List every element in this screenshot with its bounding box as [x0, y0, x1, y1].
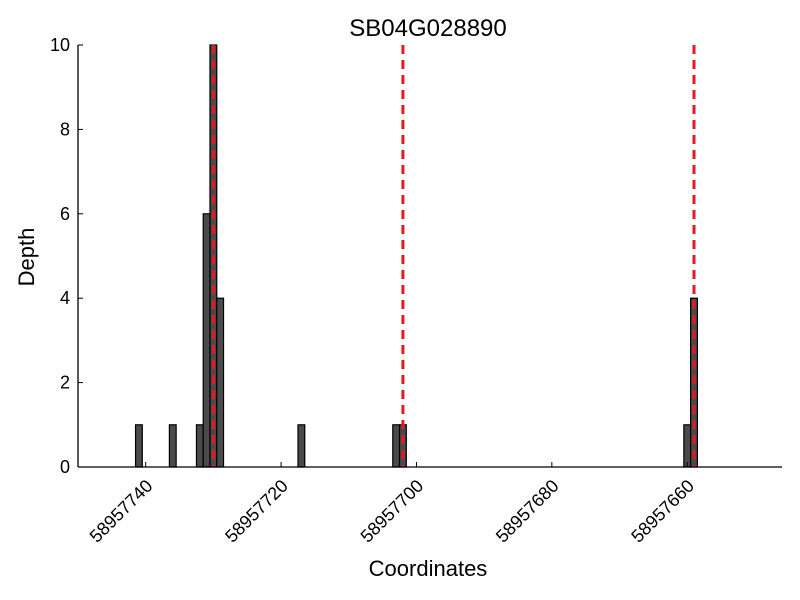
- y-tick-label: 10: [50, 35, 70, 55]
- ticks: 0 2 4 6 8 10 58957740 58957720 58957700 58957680 5…: [50, 35, 698, 546]
- bar-series: [134, 44, 698, 468]
- x-tick-label: 58957720: [221, 476, 292, 547]
- marker-lines: [211, 45, 696, 467]
- x-axis-title: Coordinates: [369, 556, 488, 581]
- bar: [392, 424, 401, 468]
- y-tick-label: 6: [60, 204, 70, 224]
- axes: [77, 45, 782, 468]
- chart-title: SB04G028890: [349, 15, 506, 42]
- bar: [202, 213, 211, 468]
- y-tick-label: 0: [60, 457, 70, 477]
- x-tick-label: 58957740: [86, 476, 157, 547]
- bar: [195, 424, 204, 468]
- bar: [398, 424, 407, 468]
- bar: [168, 424, 177, 468]
- bar: [216, 297, 225, 468]
- bar: [683, 424, 692, 468]
- x-tick-label: 58957660: [627, 476, 698, 547]
- x-tick-label: 58957700: [357, 476, 428, 547]
- bar: [134, 424, 143, 468]
- y-tick-label: 8: [60, 119, 70, 139]
- y-tick-label: 2: [60, 373, 70, 393]
- y-tick-label: 4: [60, 288, 70, 308]
- bar: [297, 424, 306, 468]
- y-axis-title: Depth: [14, 228, 39, 287]
- x-tick-label: 58957680: [492, 476, 563, 547]
